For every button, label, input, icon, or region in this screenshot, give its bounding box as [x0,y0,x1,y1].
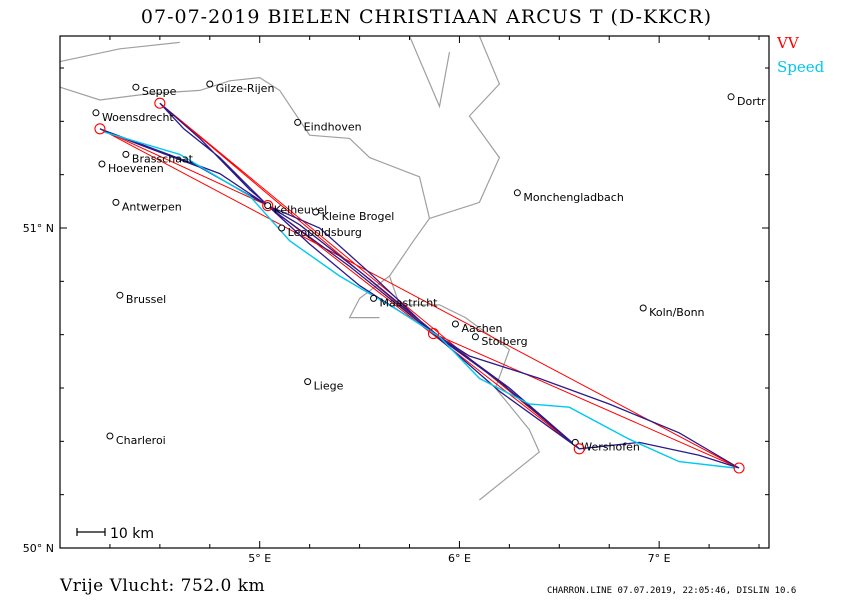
city-marker [639,304,647,312]
turnpoint-marker [94,123,106,135]
city-label: Stolberg [481,335,527,348]
city-label: Liege [314,380,344,393]
border-line [59,76,541,501]
city-label: Brussel [126,293,166,306]
city-marker [264,202,272,210]
city-marker [206,80,214,88]
city-marker [312,208,320,216]
footer-credit: CHARRON.LINE 07.07.2019, 22:05:46, DISLI… [547,586,797,596]
city-label: Eindhoven [304,120,362,133]
flight-track [99,102,740,469]
city-label: Kelheuvel [274,204,328,217]
city-label: Aachen [461,322,502,335]
city-marker [278,224,286,232]
track-polyline [99,102,740,469]
turnpoint-marker [573,443,585,455]
map-title: 07-07-2019 BIELEN CHRISTIAAN ARCUS T (D-… [140,6,713,28]
distance-label: Vrije Vlucht: 752.0 km [60,576,266,596]
legend-speed: Speed [777,58,825,76]
city-label: Seppe [142,85,177,98]
scale-bar-label: 10 km [110,526,154,542]
country-borders [59,35,541,501]
speed-polyline [103,131,736,469]
city-marker [122,150,130,158]
city-label: Leopoldsburg [288,226,362,239]
speed-track [103,131,736,469]
city-label: Hoevenen [108,162,164,175]
map-frame [59,35,770,549]
axis-ticks: 5° E 6° E 7° E 50° N 51° N [23,36,769,565]
task-line [99,102,740,469]
border-line [429,35,501,219]
y-tick-label: 50° N [23,542,54,555]
city-marker [112,198,120,206]
city-label: Koln/Bonn [649,306,704,319]
city-label: Maastricht [380,296,439,309]
city-marker [116,291,124,299]
turnpoint-markers [94,97,745,474]
city-markers: Seppe Gilze-Rijen Woensdrecht Eindhoven Bras… [92,80,766,453]
task-polyline [99,102,740,469]
x-tick-label: 5° E [248,552,271,565]
city-marker [451,320,459,328]
legend-vv: VV [777,34,799,52]
city-label: Dortr [737,95,766,108]
city-marker [370,294,378,302]
city-marker [513,189,521,197]
y-tick-label: 51° N [23,222,54,235]
border-line [408,35,451,109]
turnpoint-marker [427,328,440,340]
city-label: Woensdrecht [102,111,174,124]
city-marker [98,160,106,168]
city-label: Brasschaat [132,152,194,165]
city-label: Kleine Brogel [322,210,395,223]
turnpoint-marker [733,462,745,474]
city-label: Monchengladbach [523,191,623,204]
city-marker [727,93,735,101]
city-label: Antwerpen [122,200,182,213]
border-line [59,41,180,63]
city-marker [304,378,312,386]
scale-bar: 10 km [76,526,154,542]
x-tick-label: 7° E [648,552,671,565]
city-label: Charleroi [116,434,166,447]
city-marker [106,432,114,440]
turnpoint-marker [262,200,274,212]
city-label: Gilze-Rijen [216,82,275,95]
city-label: Wershofen [581,440,640,453]
turnpoint-marker [154,97,166,109]
city-marker [294,118,302,126]
city-marker [132,83,140,91]
x-tick-label: 6° E [448,552,471,565]
city-marker [471,333,479,341]
city-marker [92,109,100,117]
